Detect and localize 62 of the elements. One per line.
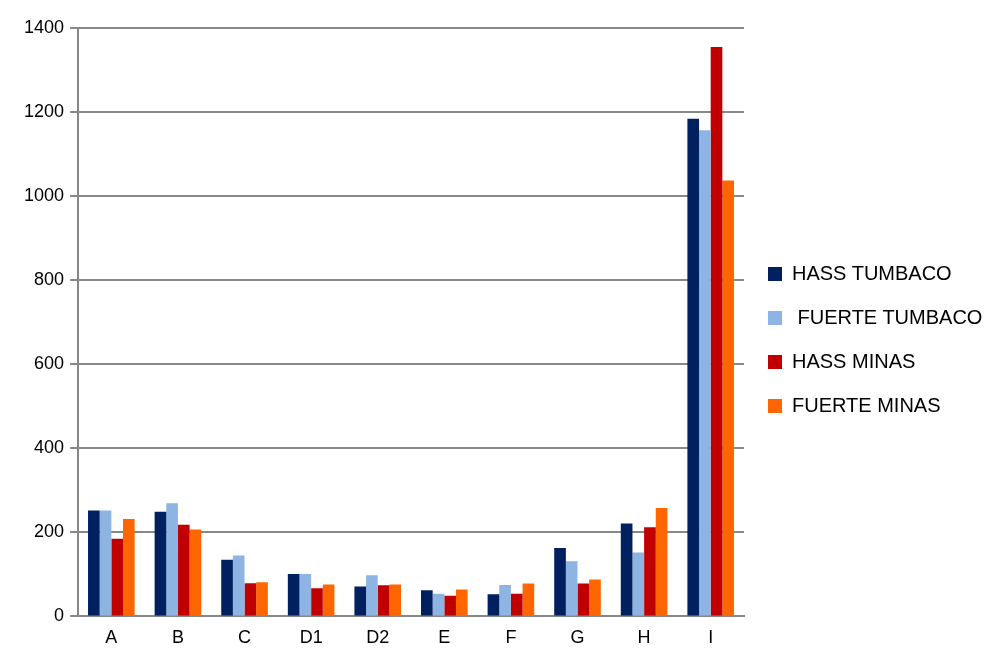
bar [577, 583, 590, 616]
bar [620, 523, 633, 616]
bar [644, 527, 656, 616]
bar [256, 582, 268, 616]
legend-label: FUERTE MINAS [792, 393, 941, 416]
x-tick-label: D2 [366, 627, 390, 648]
bar [99, 510, 112, 616]
bar [221, 559, 233, 616]
bar [565, 561, 578, 616]
bar [123, 518, 135, 616]
bar [311, 588, 323, 616]
bar [499, 584, 511, 616]
y-tick-label: 600 [34, 353, 65, 374]
bar [699, 130, 711, 616]
bar [444, 595, 456, 616]
y-tick-label: 400 [34, 437, 65, 458]
bar [287, 573, 300, 616]
bar [710, 46, 723, 616]
bar [687, 118, 700, 616]
legend-label: HASS TUMBACO [792, 261, 952, 284]
x-tick-label: B [171, 627, 184, 648]
y-tick-label: 1400 [24, 16, 65, 37]
bar [589, 579, 601, 616]
x-tick-label: C [238, 627, 252, 648]
bar [510, 593, 523, 616]
bar [244, 583, 257, 616]
x-tick-label: D1 [299, 627, 323, 648]
bar [166, 503, 178, 616]
x-tick-label: H [637, 627, 651, 648]
y-tick-label: 1200 [24, 101, 65, 122]
bar [455, 589, 468, 616]
bar [487, 594, 500, 616]
bar [554, 547, 566, 616]
y-tick-label: 800 [34, 269, 65, 290]
legend-label: HASS MINAS [792, 349, 916, 372]
legend-label: FUERTE TUMBACO [792, 305, 983, 328]
bar [655, 507, 668, 616]
bar [632, 552, 645, 616]
bar [377, 585, 390, 616]
bar [232, 555, 245, 616]
bar [189, 529, 202, 616]
y-tick-label: 1000 [24, 185, 65, 206]
x-tick-label: E [438, 627, 451, 648]
x-tick-label: F [505, 627, 517, 648]
bar [111, 538, 123, 616]
y-tick-label: 0 [54, 605, 65, 626]
bar [154, 511, 167, 616]
x-tick-label: I [708, 627, 714, 648]
bar [421, 590, 433, 616]
bar [522, 583, 535, 616]
bar [88, 510, 100, 616]
x-tick-label: A [105, 627, 118, 648]
bar [432, 593, 445, 616]
x-tick-label: G [570, 627, 585, 648]
bar [722, 180, 735, 616]
bar [366, 575, 378, 616]
bar [322, 584, 335, 616]
bar [177, 524, 190, 616]
y-tick-label: 200 [34, 521, 65, 542]
bar [299, 573, 312, 616]
bar [389, 584, 402, 616]
bar [354, 586, 367, 616]
